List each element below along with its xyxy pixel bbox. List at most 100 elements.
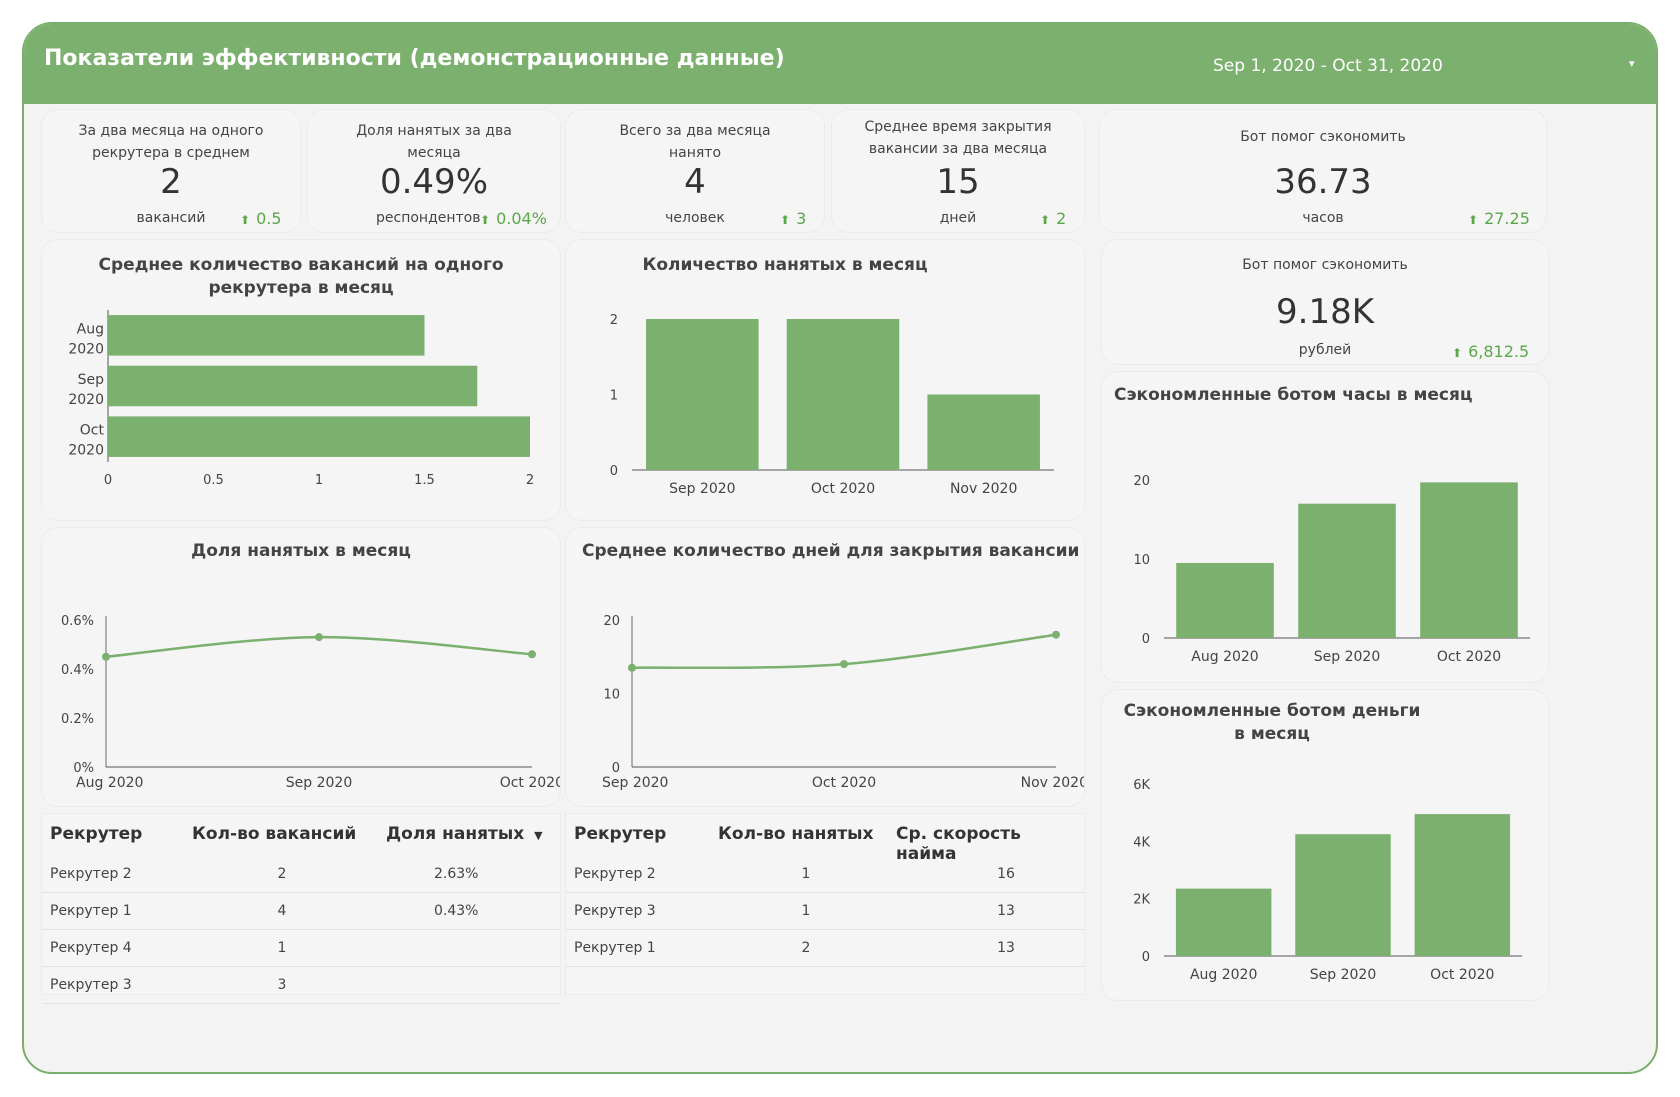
hired-bar-chart: 0 1 2 Sep 2020 Oct 2020 Nov 2020 [610, 313, 1054, 497]
arrow-up-icon: ⬆ [1040, 213, 1051, 227]
card-hired-chart: Количество нанятых в месяц 0 1 2 Sep 2020 Oc… [566, 240, 1084, 520]
arrow-up-icon: ⬆ [1468, 213, 1479, 227]
y-tick-label: 10 [603, 688, 620, 703]
arrow-up-icon: ⬆ [1452, 346, 1463, 360]
kpi-vacancies-per-recruiter: За два месяца на одного рекрутера в сред… [42, 110, 300, 232]
bar[interactable] [646, 319, 759, 470]
kpi-value: 2 [160, 162, 182, 202]
table-row[interactable]: Рекрутер 1 4 0.43% [42, 893, 560, 930]
kpi-value: 15 [936, 162, 980, 202]
page-title: Показатели эффективности (демонстрационн… [44, 46, 785, 71]
y-tick-label: 2K [1133, 893, 1150, 908]
table-row[interactable]: Рекрутер 3 1 13 [566, 893, 1084, 930]
table-row[interactable]: Рекрутер 3 3 [42, 967, 560, 1004]
column-header-hired-count[interactable]: Кол-во нанятых [718, 824, 874, 844]
data-point[interactable] [628, 663, 636, 672]
data-point[interactable] [1052, 630, 1060, 639]
data-point[interactable] [102, 652, 110, 661]
column-header-recruiter[interactable]: Рекрутер [574, 824, 667, 844]
column-header-recruiter[interactable]: Рекрутер [50, 824, 143, 844]
table-cell: 1 [277, 940, 287, 956]
chevron-down-icon[interactable]: ▾ [1629, 57, 1635, 70]
y-tick-label: 0.2% [61, 712, 94, 727]
card-days-chart: Среднее количество дней для закрытия вак… [566, 528, 1084, 806]
chart-title: Сэкономленные ботом часы в месяц [1114, 385, 1473, 405]
kpi-label: Среднее время закрытия вакансии за два м… [864, 119, 1052, 157]
bar[interactable] [1420, 482, 1518, 638]
table-cell: Рекрутер 1 [50, 903, 132, 919]
x-tick-label: Sep 2020 [1314, 649, 1380, 665]
y-tick-label: 6K [1133, 778, 1150, 793]
bar[interactable] [108, 315, 425, 356]
bar[interactable] [1295, 834, 1391, 956]
column-header-hire-speed[interactable]: Ср. скорость найма [896, 824, 1021, 864]
table-row[interactable]: Рекрутер 1 2 13 [566, 930, 1084, 967]
bar[interactable] [1298, 503, 1396, 638]
kpi-unit: рублей [1298, 342, 1352, 358]
kpi-unit: человек [665, 210, 725, 226]
kpi-value: 36.73 [1274, 162, 1372, 202]
y-tick-label: 20 [603, 614, 620, 629]
kpi-delta: ⬆ 3 [780, 209, 807, 228]
table-cell: 13 [997, 903, 1015, 919]
table-cell: Рекрутер 2 [574, 866, 656, 882]
chart-title: Среднее количество вакансий на одного ре… [98, 255, 504, 298]
table-cell: Рекрутер 3 [574, 903, 656, 919]
bar[interactable] [1175, 888, 1272, 956]
arrow-up-icon: ⬆ [240, 213, 251, 227]
kpi-value: 9.18K [1276, 292, 1374, 332]
bar[interactable] [108, 365, 478, 407]
kpi-delta: ⬆ 27.25 [1468, 209, 1530, 228]
card-share-chart: Доля нанятых в месяц 0% 0.2% 0.4% 0.6% Aug 2… [42, 528, 560, 806]
data-point[interactable] [840, 660, 848, 669]
table-row[interactable]: Рекрутер 4 1 [42, 930, 560, 967]
kpi-total-hired: Всего за два месяца нанято 4 человек ⬆ 3 [566, 110, 824, 232]
chart-title: Доля нанятых в месяц [191, 541, 411, 561]
table-row[interactable]: Рекрутер 2 1 16 [566, 856, 1084, 893]
x-tick-label: 0 [104, 473, 112, 488]
bar[interactable] [1176, 562, 1274, 638]
table-cell: 2 [801, 940, 811, 956]
x-tick-label: Oct 2020 [1437, 649, 1501, 665]
dashboard-header: Показатели эффективности (демонстрационн… [24, 24, 1656, 104]
kpi-unit: часов [1302, 210, 1344, 226]
x-tick-label: Aug 2020 [1191, 649, 1258, 665]
chart-title: Среднее количество дней для закрытия вак… [582, 541, 1080, 561]
data-point[interactable] [528, 650, 536, 659]
column-header-vacancies[interactable]: Кол-во вакансий [192, 824, 357, 844]
x-tick-label: Nov 2020 [950, 481, 1017, 497]
x-tick-label: Oct 2020 [500, 775, 560, 791]
recruiter-hired-table: Рекрутер Кол-во нанятых Ср. скорость най… [566, 814, 1084, 994]
y-tick-label: 0 [610, 464, 618, 479]
kpi-delta: ⬆ 2 [1040, 209, 1067, 228]
table-cell: 1 [801, 866, 811, 882]
kpi-avg-close-time: Среднее время закрытия вакансии за два м… [832, 110, 1084, 232]
kpi-label: Бот помог сэкономить [1240, 129, 1406, 145]
money-bar-chart: 0 2K 4K 6K Aug 2020 Sep 2020 Oct 2020 [1133, 778, 1522, 983]
bar[interactable] [108, 416, 530, 457]
y-tick-label: 0 [1142, 632, 1150, 647]
table-cell: 3 [277, 977, 287, 993]
recruiter-vacancies-table: Рекрутер Кол-во вакансий Доля нанятых ▼ … [42, 814, 560, 1004]
x-tick-label: 2 [526, 473, 534, 488]
bar[interactable] [786, 319, 900, 470]
table-row[interactable]: Рекрутер 2 2 2.63% [42, 856, 560, 893]
bar[interactable] [1414, 814, 1511, 956]
kpi-unit: дней [939, 210, 977, 226]
sort-desc-icon[interactable]: ▼ [534, 829, 543, 842]
y-tick-label: 0% [73, 761, 94, 776]
table-cell: 4 [277, 903, 287, 919]
kpi-label: За два месяца на одного рекрутера в сред… [78, 123, 264, 161]
x-tick-label: 1 [315, 473, 323, 488]
dashboard-frame: Показатели эффективности (демонстрационн… [22, 22, 1658, 1074]
kpi-delta: ⬆ 0.04% [480, 209, 547, 228]
table-cell: Рекрутер 2 [50, 866, 132, 882]
vacancies-bar-chart: 0 0.5 1 1.5 2 Aug 2020 Sep 2020 Oct 2020 [68, 310, 534, 488]
data-point[interactable] [315, 633, 323, 642]
days-line-chart: 0 10 20 Sep 2020 Oct 2020 Nov 2020 [602, 614, 1084, 791]
column-header-hired-share[interactable]: Доля нанятых ▼ [386, 824, 543, 844]
date-range-picker[interactable]: Sep 1, 2020 - Oct 31, 2020 [1213, 56, 1443, 76]
card-money-chart: Сэкономленные ботом деньги в месяц 0 2K 4K… [1102, 690, 1548, 1000]
bar[interactable] [927, 394, 1040, 471]
y-tick-label: 2 [610, 313, 618, 328]
